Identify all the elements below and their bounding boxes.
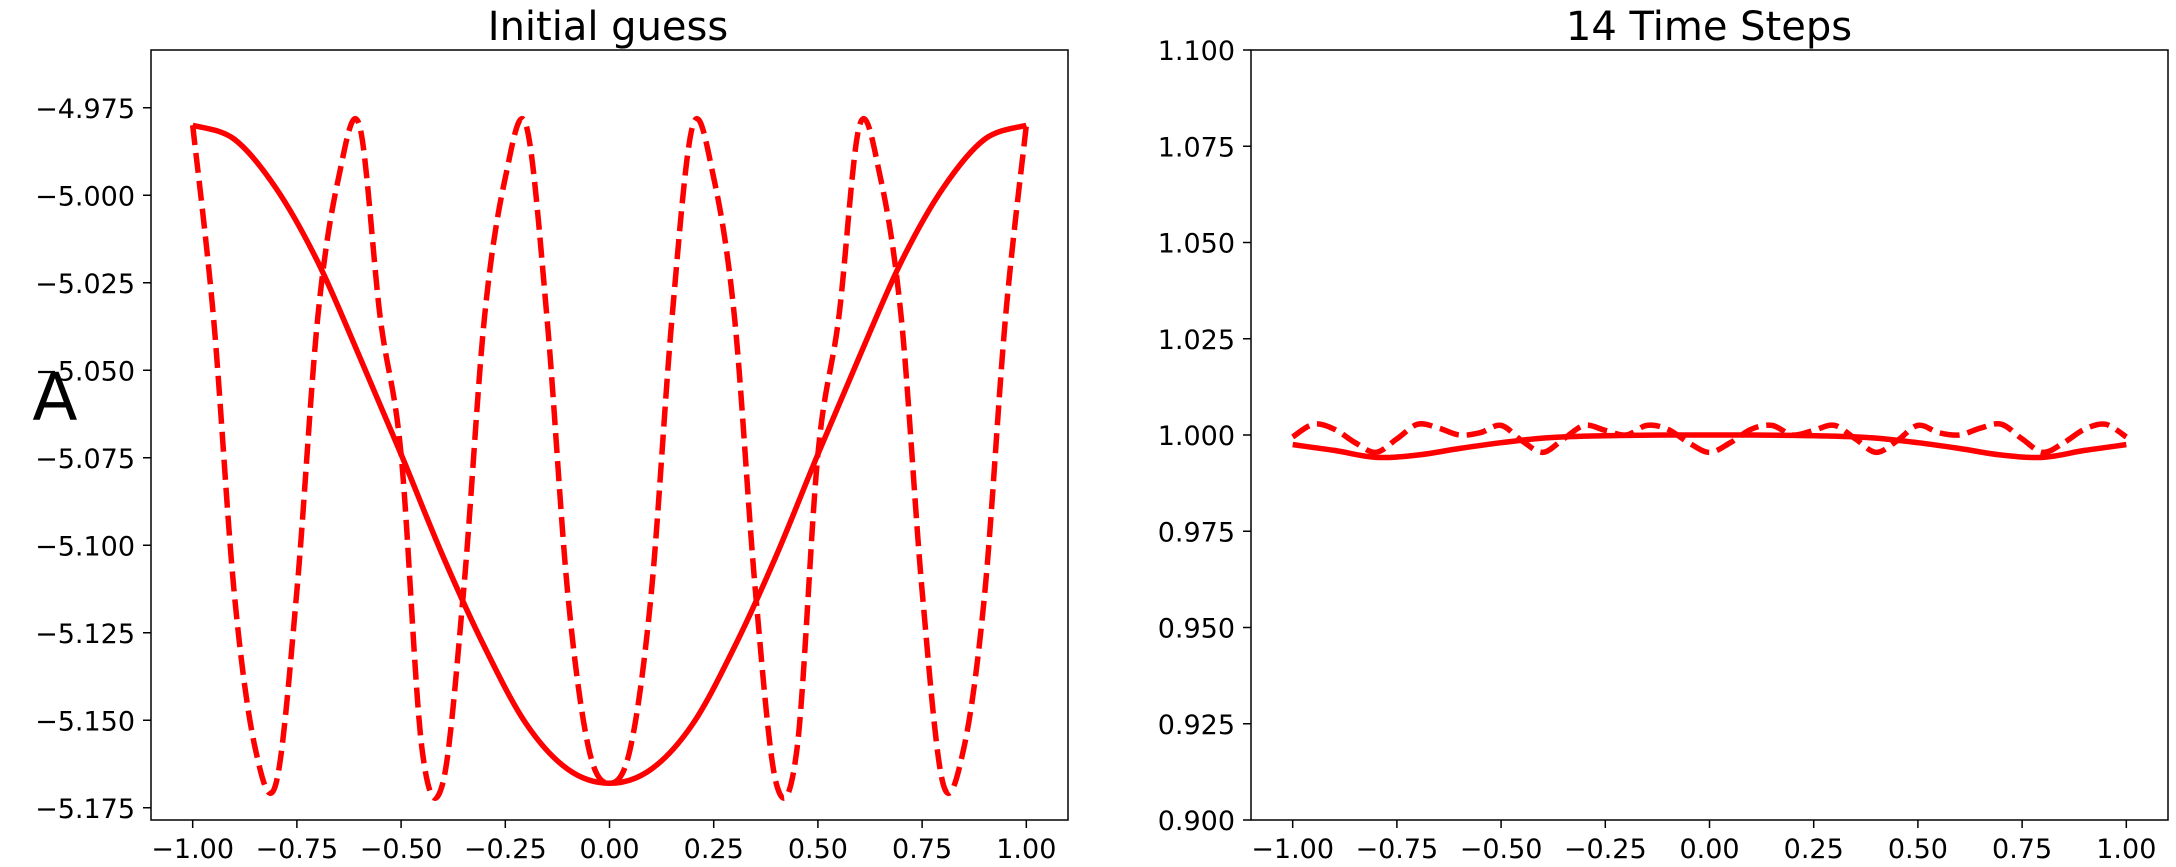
y-tick-label: −5.075 <box>35 444 135 475</box>
y-tick-label: −5.050 <box>35 356 135 387</box>
y-tick-label: 0.900 <box>1158 806 1235 837</box>
y-axis-ticks: 1.100 1.075 1.050 1.025 1.000 0.975 0.950 0.925… <box>1158 36 1251 837</box>
x-tick-label: −0.50 <box>360 834 443 865</box>
y-tick-label: 1.000 <box>1158 421 1235 452</box>
dashed-series-line <box>1291 421 2128 456</box>
x-axis-ticks: −1.00 −0.75 −0.50 −0.25 0.00 0.25 0.50 0.75 1.00 <box>151 820 1056 865</box>
x-tick-label: −0.25 <box>464 834 547 865</box>
x-tick-label: 1.00 <box>996 834 1056 865</box>
solid-series-line <box>191 122 1028 786</box>
y-tick-label: −5.125 <box>35 619 135 650</box>
dashed-series-line <box>189 115 1030 801</box>
y-tick-label: 1.075 <box>1158 132 1235 163</box>
chart-title: 14 Time Steps <box>1566 4 1852 50</box>
y-tick-label: −5.175 <box>35 794 135 825</box>
x-tick-label: −1.00 <box>1251 834 1334 865</box>
x-tick-label: −1.00 <box>151 834 234 865</box>
chart-initial-guess: Initial guess A −1.00 −0.75 −0.50 −0.25 0.00… <box>32 4 1069 865</box>
x-tick-label: 0.00 <box>579 834 639 865</box>
x-tick-label: 0.75 <box>1992 834 2052 865</box>
y-tick-label: −5.025 <box>35 269 135 300</box>
x-tick-label: 0.50 <box>1888 834 1948 865</box>
plot-lines <box>1291 421 2128 461</box>
plot-lines <box>189 115 1030 801</box>
y-tick-label: 1.025 <box>1158 325 1235 356</box>
x-tick-label: −0.75 <box>256 834 339 865</box>
y-tick-label: −4.975 <box>35 94 135 125</box>
y-tick-label: −5.100 <box>35 531 135 562</box>
y-tick-label: 1.050 <box>1158 229 1235 260</box>
y-tick-label: 0.950 <box>1158 614 1235 645</box>
x-tick-label: 1.00 <box>2096 834 2156 865</box>
x-tick-label: 0.50 <box>788 834 848 865</box>
x-tick-label: 0.00 <box>1679 834 1739 865</box>
y-tick-label: 0.925 <box>1158 710 1235 741</box>
plot-frame <box>1250 49 2169 821</box>
y-tick-label: 1.100 <box>1158 36 1235 67</box>
x-axis-ticks: −1.00 −0.75 −0.50 −0.25 0.00 0.25 0.50 0.75 1.00 <box>1251 820 2156 865</box>
x-tick-label: −0.25 <box>1564 834 1647 865</box>
solid-series-line <box>1292 432 2127 461</box>
y-tick-label: −5.000 <box>35 181 135 212</box>
y-axis-ticks: −4.975 −5.000 −5.025 −5.050 −5.075 −5.100 −5.1… <box>35 94 151 825</box>
x-tick-label: 0.75 <box>892 834 952 865</box>
x-tick-label: −0.50 <box>1460 834 1543 865</box>
y-tick-label: −5.150 <box>35 706 135 737</box>
x-tick-label: 0.25 <box>684 834 744 865</box>
plot-frame <box>150 49 1069 821</box>
y-axis-label: A <box>32 359 77 436</box>
y-tick-label: 0.975 <box>1158 517 1235 548</box>
chart-14-time-steps: 14 Time Steps −1.00 −0.75 −0.50 −0.25 0.00 0.… <box>1158 4 2169 865</box>
x-tick-label: 0.25 <box>1784 834 1844 865</box>
x-tick-label: −0.75 <box>1356 834 1439 865</box>
chart-title: Initial guess <box>488 4 728 50</box>
